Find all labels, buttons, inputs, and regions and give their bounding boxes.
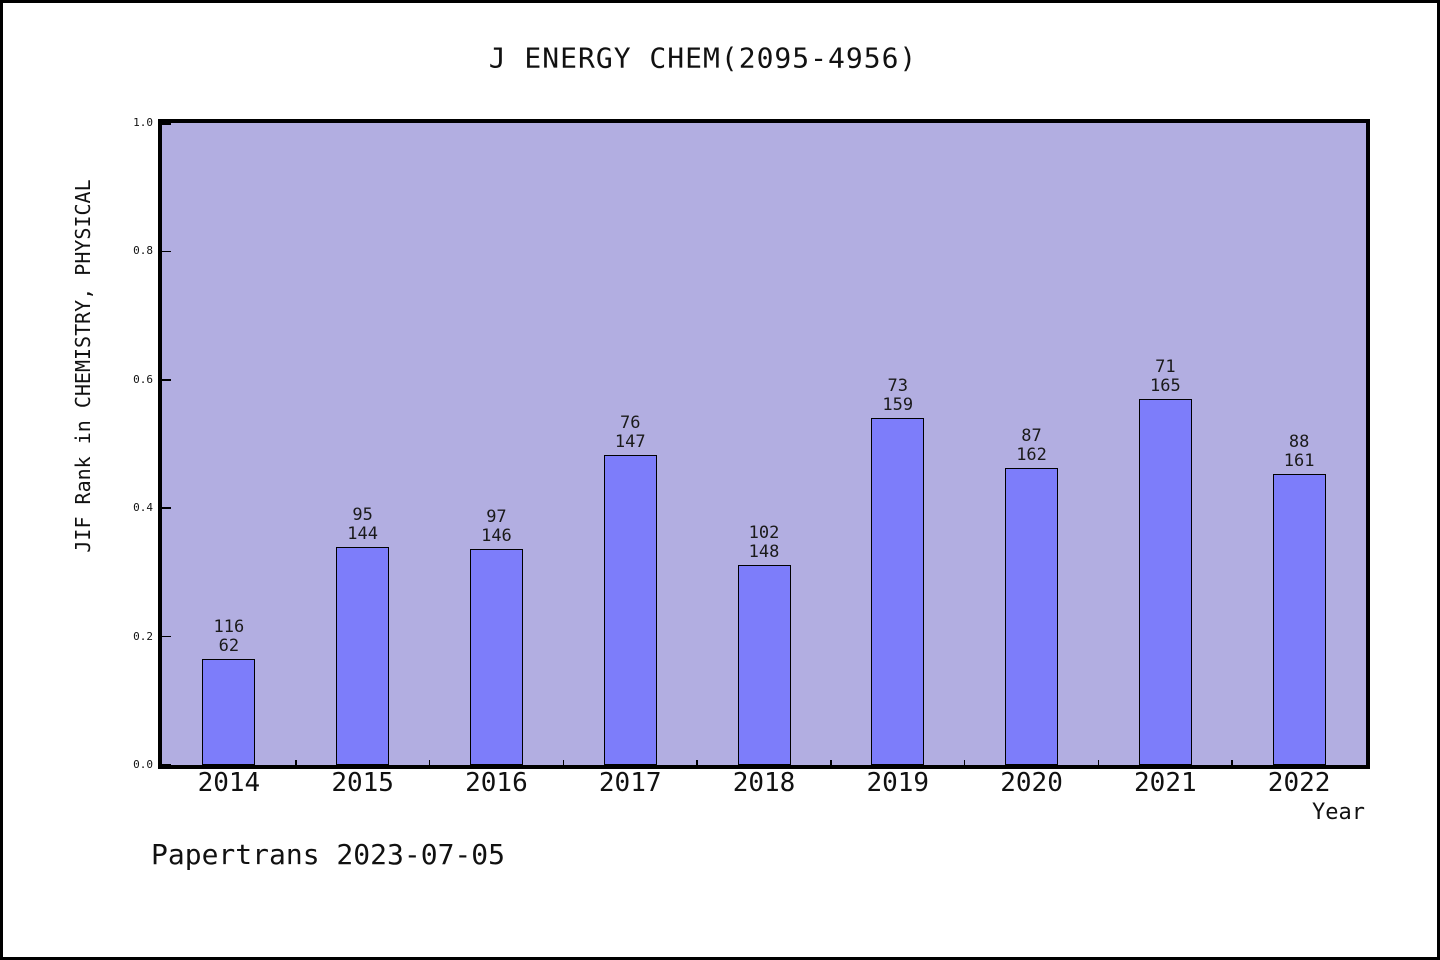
x-tick-label-2020: 2020 (1000, 768, 1063, 798)
x-minor-tick (830, 760, 832, 765)
bar-2016 (469, 549, 523, 765)
bar-value-label-2020: 87 162 (1016, 427, 1047, 465)
bar-2021 (1138, 399, 1192, 765)
bar-total-2017: 147 (614, 432, 646, 452)
bar-total-2022: 161 (1283, 451, 1315, 471)
bar-value-label-2022: 88 161 (1284, 433, 1315, 471)
bar-total-2021: 165 (1149, 376, 1181, 396)
bar-2018 (737, 565, 791, 765)
bar-rank-2019: 73 (887, 376, 908, 396)
bar-total-2018: 148 (748, 542, 780, 562)
bar-rank-2014: 116 (213, 617, 245, 637)
bar-rank-2022: 88 (1288, 432, 1310, 452)
y-tick-label-0.4: 0.4 (133, 501, 153, 515)
x-tick-label-2016: 2016 (465, 768, 528, 798)
plot-area: 116 62 95 144 97 146 76 147 102 148 73 159 87 162 71 16… (158, 119, 1370, 769)
bar-total-2016: 146 (481, 526, 512, 546)
bar-2014 (202, 659, 256, 765)
bar-2022 (1272, 474, 1326, 765)
y-tick-1.0 (162, 123, 171, 125)
x-minor-tick (1097, 760, 1100, 765)
bar-total-2015: 144 (347, 524, 379, 544)
y-tick-label-0.0: 0.0 (133, 758, 153, 771)
y-tick-label-0.8: 0.8 (133, 244, 153, 258)
x-tick-label-2014: 2014 (197, 768, 261, 798)
bar-value-label-2018: 102 148 (749, 524, 780, 562)
chart-title: J ENERGY CHEM(2095-4956) (488, 41, 918, 75)
bar-rank-2021: 71 (1155, 357, 1176, 377)
y-tick-0.8 (162, 250, 171, 253)
x-tick-label-2017: 2017 (598, 768, 662, 798)
bar-value-label-2019: 73 159 (882, 377, 913, 415)
x-tick-label-2021: 2021 (1134, 768, 1197, 798)
y-tick-label-0.6: 0.6 (133, 372, 153, 386)
bar-2020 (1005, 468, 1059, 765)
bar-rank-2020: 87 (1021, 426, 1042, 446)
x-minor-tick (295, 760, 297, 765)
y-tick-label-0.2: 0.2 (133, 629, 153, 643)
bar-value-label-2016: 97 146 (481, 508, 512, 546)
bar-total-2014: 62 (218, 636, 240, 656)
x-tick-label-2022: 2022 (1267, 768, 1331, 798)
bar-total-2019: 159 (882, 395, 914, 415)
bar-rank-2018: 102 (748, 523, 780, 543)
bar-2015 (336, 547, 390, 765)
x-minor-tick (1231, 760, 1233, 765)
bar-2019 (871, 418, 925, 765)
bar-value-label-2014: 116 62 (214, 618, 245, 656)
footer-watermark: Papertrans 2023-07-05 (151, 838, 506, 871)
bar-rank-2017: 76 (619, 413, 641, 433)
bar-value-label-2015: 95 144 (347, 506, 378, 544)
y-tick-label-1.0: 1.0 (133, 116, 153, 129)
bar-rank-2015: 95 (352, 505, 373, 525)
y-tick-0.4 (162, 507, 171, 509)
bar-total-2020: 162 (1016, 445, 1047, 465)
bar-value-label-2021: 71 165 (1150, 358, 1181, 396)
x-tick-label-2019: 2019 (866, 768, 930, 798)
bar-rank-2016: 97 (486, 507, 507, 527)
x-tick-label-2018: 2018 (732, 768, 796, 798)
x-tick-label-2015: 2015 (331, 768, 394, 798)
x-minor-tick (963, 760, 966, 765)
x-minor-tick (428, 760, 431, 765)
y-tick-0.6 (162, 379, 171, 381)
bar-value-label-2017: 76 147 (615, 414, 646, 452)
x-minor-tick (562, 760, 565, 765)
y-axis-label: JIF Rank in CHEMISTRY, PHYSICAL (71, 179, 95, 553)
x-minor-tick (696, 760, 698, 765)
y-tick-0.2 (162, 635, 171, 638)
y-tick-0.0 (162, 763, 171, 765)
x-axis-label: Year (1312, 800, 1365, 825)
bar-2017 (603, 455, 657, 765)
